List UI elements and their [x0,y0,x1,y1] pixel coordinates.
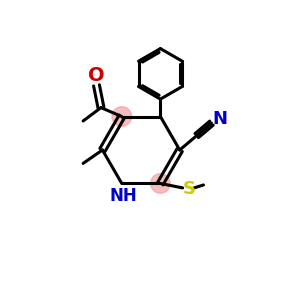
Text: O: O [88,66,105,85]
Text: S: S [183,180,196,198]
Circle shape [151,174,170,193]
Text: N: N [212,110,227,128]
Text: NH: NH [110,187,137,205]
Circle shape [112,107,132,126]
